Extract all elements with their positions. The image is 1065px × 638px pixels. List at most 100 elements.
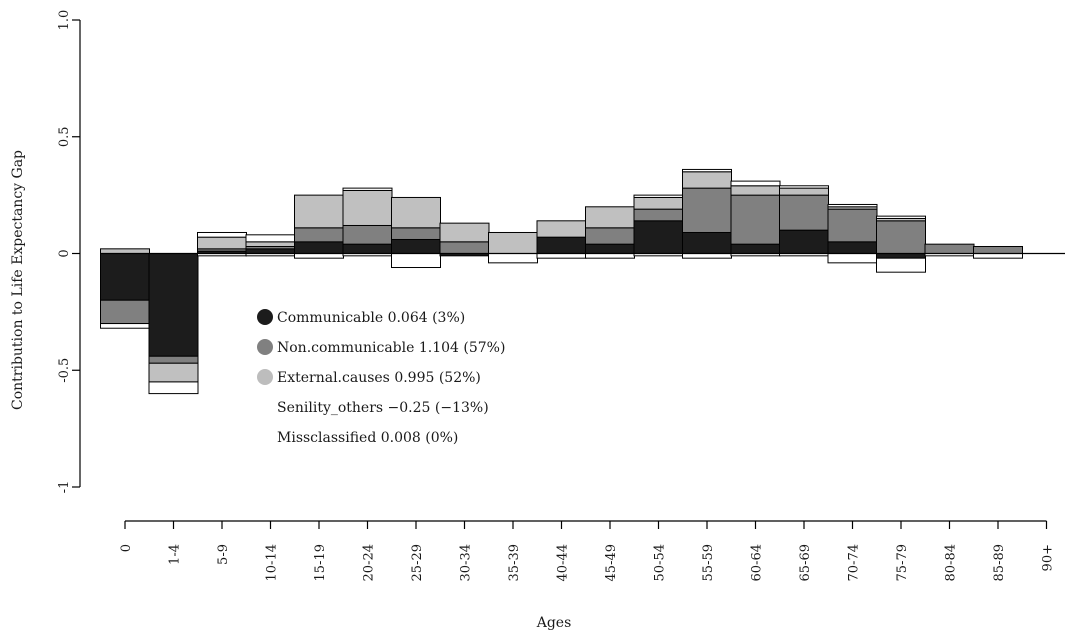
bar-segment-senility-others-25-29 <box>391 253 441 269</box>
bar-segment-senility-others-15-19 <box>294 253 344 259</box>
x-tick-label-15-19: 15-19 <box>313 544 328 581</box>
x-tick-label-55-59: 55-59 <box>701 544 716 581</box>
legend-label: External.causes 0.995 (52%) <box>277 370 481 386</box>
bar-segment-external-causes-60-64 <box>730 185 781 196</box>
bar-segment-senility-others-85-89 <box>973 253 1023 259</box>
bar-segment-external-causes-35-39 <box>488 231 538 254</box>
legend-label: Non.communicable 1.104 (57%) <box>277 340 505 356</box>
bar-segment-non-communicable-1-4 <box>148 355 199 364</box>
bar-segment-communicable-55-59 <box>682 231 732 254</box>
x-tick-label-80-84: 80-84 <box>944 544 959 581</box>
y-tick-label: 1.0 <box>57 10 72 31</box>
legend-label: Senility_others −0.25 (−13%) <box>277 400 489 416</box>
bar-segment-external-causes-55-59 <box>682 171 732 189</box>
legend-item: Communicable 0.064 (3%) <box>257 309 465 326</box>
bar-segment-senility-others-1-4 <box>148 381 199 395</box>
x-tick-label-45-49: 45-49 <box>604 544 619 581</box>
y-tick-label: 0 <box>57 249 72 257</box>
bar-segment-communicable-65-69 <box>779 229 829 254</box>
bar-segment-non-communicable-65-69 <box>779 194 829 231</box>
bar-segment-senility-others-75-79 <box>876 257 926 273</box>
y-axis: 1.0 0.5 0 -0.5 -1 <box>57 10 81 494</box>
bar-segment-external-causes-0 <box>100 248 150 255</box>
x-tick-label-35-39: 35-39 <box>507 544 522 581</box>
x-tick-label-20-24: 20-24 <box>362 544 377 581</box>
bar-segment-non-communicable-50-54 <box>633 208 684 222</box>
bar-segment-senility-others-0 <box>100 323 150 329</box>
bar-segment-communicable-0 <box>100 253 150 301</box>
x-tick-label-5-9: 5-9 <box>216 544 231 565</box>
y-axis-title: Contribution to Life Expectancy Gap <box>10 150 26 410</box>
bar-segment-missclassified-20-24 <box>342 187 393 191</box>
y-tick-label: -1 <box>57 481 72 494</box>
bar-segment-communicable-50-54 <box>633 220 684 254</box>
x-tick-label-85-89: 85-89 <box>992 544 1007 581</box>
bar-segment-external-causes-45-49 <box>585 206 635 229</box>
bar-segment-missclassified-50-54 <box>633 194 684 198</box>
bars-group <box>100 168 1023 395</box>
bar-segment-missclassified-60-64 <box>730 180 781 187</box>
x-tick-label-65-69: 65-69 <box>798 544 813 581</box>
bar-segment-missclassified-5-9 <box>197 231 247 238</box>
bar-segment-communicable-20-24 <box>342 243 393 255</box>
bar-segment-external-causes-5-9 <box>197 236 247 250</box>
bar-segment-missclassified-70-74 <box>827 203 878 208</box>
bar-segment-non-communicable-85-89 <box>973 245 1023 254</box>
bar-segment-non-communicable-80-84 <box>924 243 975 255</box>
x-tick-label-1-4: 1-4 <box>168 544 183 565</box>
legend-label: Communicable 0.064 (3%) <box>277 310 465 326</box>
legend: Communicable 0.064 (3%) Non.communicable … <box>257 309 505 446</box>
y-tick-label: -0.5 <box>57 358 72 383</box>
bar-segment-external-causes-1-4 <box>148 362 199 383</box>
x-tick-label-40-44: 40-44 <box>556 544 571 581</box>
bar-segment-non-communicable-30-34 <box>439 241 490 254</box>
bar-segment-non-communicable-0 <box>100 299 150 325</box>
x-tick-label-90+: 90+ <box>1041 544 1056 571</box>
legend-item: Senility_others −0.25 (−13%) <box>277 400 489 416</box>
bar-segment-communicable-45-49 <box>585 243 635 255</box>
x-tick-label-60-64: 60-64 <box>750 544 765 581</box>
bar-segment-external-causes-50-54 <box>633 196 684 210</box>
bar-segment-senility-others-45-49 <box>585 253 635 259</box>
bar-segment-external-causes-65-69 <box>779 187 829 196</box>
legend-dot-icon <box>257 369 273 385</box>
bar-segment-senility-others-55-59 <box>682 253 732 259</box>
x-axis: 0 1-4 5-9 10-14 15-19 20-24 25-29 30-34 35-39 40-… <box>119 520 1056 581</box>
bar-segment-communicable-75-79 <box>876 253 926 259</box>
legend-dot-icon <box>257 309 273 325</box>
x-tick-label-25-29: 25-29 <box>410 544 425 581</box>
bar-segment-communicable-10-14 <box>245 248 296 255</box>
bar-segment-senility-others-40-44 <box>536 253 587 259</box>
bar-segment-communicable-40-44 <box>536 236 587 254</box>
bar-segment-missclassified-75-79 <box>876 215 926 219</box>
bar-segment-missclassified-55-59 <box>682 168 732 173</box>
bar-segment-non-communicable-55-59 <box>682 187 732 233</box>
x-tick-label-10-14: 10-14 <box>265 544 280 581</box>
bar-segment-missclassified-65-69 <box>779 185 829 189</box>
x-tick-label-0: 0 <box>119 544 134 552</box>
bar-segment-external-causes-15-19 <box>294 194 344 229</box>
bar-segment-communicable-60-64 <box>730 243 781 255</box>
bar-segment-communicable-70-74 <box>827 241 878 254</box>
bar-segment-communicable-1-4 <box>148 253 199 357</box>
x-tick-label-70-74: 70-74 <box>847 544 862 581</box>
legend-item: Non.communicable 1.104 (57%) <box>257 339 505 356</box>
legend-label: Missclassified 0.008 (0%) <box>277 430 458 446</box>
bar-segment-external-causes-40-44 <box>536 220 587 238</box>
bar-segment-missclassified-10-14 <box>245 234 296 243</box>
legend-dot-icon <box>257 339 273 355</box>
bar-segment-non-communicable-25-29 <box>391 227 441 240</box>
bar-segment-communicable-25-29 <box>391 238 441 255</box>
y-tick-label: 0.5 <box>57 126 72 147</box>
bar-segment-external-causes-25-29 <box>391 196 441 229</box>
bar-segment-senility-others-35-39 <box>488 253 538 264</box>
bar-segment-non-communicable-75-79 <box>876 220 926 254</box>
legend-item: Missclassified 0.008 (0%) <box>277 430 458 446</box>
x-axis-title: Ages <box>536 615 572 631</box>
bar-segment-non-communicable-15-19 <box>294 227 344 243</box>
x-tick-label-50-54: 50-54 <box>653 544 668 581</box>
legend-item: External.causes 0.995 (52%) <box>257 369 481 386</box>
bar-segment-communicable-15-19 <box>294 241 344 254</box>
bar-segment-external-causes-20-24 <box>342 189 393 226</box>
x-tick-label-75-79: 75-79 <box>895 544 910 581</box>
